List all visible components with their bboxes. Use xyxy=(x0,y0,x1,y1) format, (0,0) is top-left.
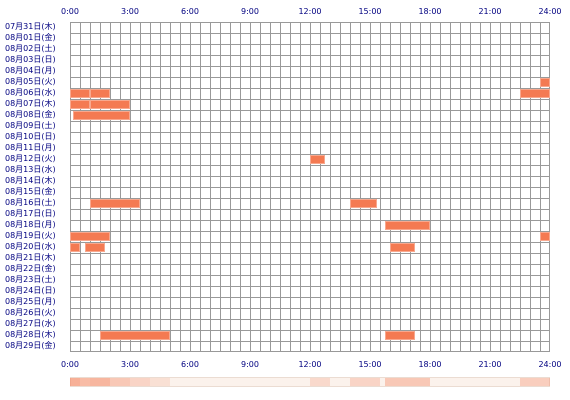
day-label: 08月14日(木) xyxy=(5,176,56,185)
activity-block xyxy=(390,243,415,252)
activity-block xyxy=(70,232,110,241)
bottom-hour-label: 6:00 xyxy=(181,360,199,369)
activity-block xyxy=(90,199,140,208)
activity-block xyxy=(70,100,90,109)
bottom-hour-label: 12:00 xyxy=(298,360,322,369)
day-label: 08月29日(金) xyxy=(5,341,56,350)
day-label: 08月17日(日) xyxy=(5,209,56,218)
top-hour-label: 15:00 xyxy=(358,7,382,16)
summary-heat-cell xyxy=(80,378,90,386)
activity-block xyxy=(310,155,325,164)
day-label: 08月18日(月) xyxy=(5,220,56,229)
day-label: 08月27日(水) xyxy=(5,319,56,328)
activity-block xyxy=(90,89,110,98)
day-label: 08月22日(金) xyxy=(5,264,56,273)
activity-block xyxy=(100,331,170,340)
summary-heat-cell xyxy=(150,378,170,386)
activity-block xyxy=(385,221,430,230)
day-label: 08月01日(金) xyxy=(5,33,56,42)
activity-block xyxy=(90,100,130,109)
bottom-hour-label: 18:00 xyxy=(418,360,442,369)
activity-grid xyxy=(70,22,550,352)
day-label: 08月12日(火) xyxy=(5,154,56,163)
top-hour-label: 12:00 xyxy=(298,7,322,16)
day-label: 08月07日(木) xyxy=(5,99,56,108)
activity-block xyxy=(540,78,550,87)
bottom-hour-label: 0:00 xyxy=(61,360,79,369)
day-label: 08月13日(水) xyxy=(5,165,56,174)
activity-block xyxy=(540,232,550,241)
activity-block xyxy=(350,199,377,208)
top-hour-label: 3:00 xyxy=(121,7,139,16)
top-hour-label: 21:00 xyxy=(478,7,502,16)
day-label: 08月20日(水) xyxy=(5,242,56,251)
day-label: 08月10日(日) xyxy=(5,132,56,141)
activity-block xyxy=(70,243,80,252)
summary-heat-cell xyxy=(70,378,80,386)
day-label: 08月26日(火) xyxy=(5,308,56,317)
bottom-hour-label: 15:00 xyxy=(358,360,382,369)
bottom-hour-label: 3:00 xyxy=(121,360,139,369)
day-label: 08月21日(木) xyxy=(5,253,56,262)
activity-block xyxy=(520,89,550,98)
summary-heat-cell xyxy=(350,378,380,386)
summary-heat-cell xyxy=(110,378,130,386)
top-hour-label: 24:00 xyxy=(538,7,562,16)
activity-block xyxy=(70,89,90,98)
summary-heat-cell xyxy=(520,378,550,386)
summary-heat-cell xyxy=(130,378,150,386)
top-hour-label: 0:00 xyxy=(61,7,79,16)
day-label: 08月16日(土) xyxy=(5,198,56,207)
day-label: 08月06日(水) xyxy=(5,88,56,97)
top-hour-label: 18:00 xyxy=(418,7,442,16)
day-label: 08月25日(月) xyxy=(5,297,56,306)
day-label: 08月09日(土) xyxy=(5,121,56,130)
day-label: 08月19日(火) xyxy=(5,231,56,240)
activity-block xyxy=(385,331,415,340)
summary-heat-cell xyxy=(385,378,430,386)
top-hour-label: 6:00 xyxy=(181,7,199,16)
day-label: 08月05日(火) xyxy=(5,77,56,86)
activity-block xyxy=(73,111,130,120)
activity-block xyxy=(85,243,105,252)
day-label: 08月15日(金) xyxy=(5,187,56,196)
bottom-hour-label: 9:00 xyxy=(241,360,259,369)
bottom-hour-label: 21:00 xyxy=(478,360,502,369)
day-label: 08月08日(金) xyxy=(5,110,56,119)
day-label: 08月23日(土) xyxy=(5,275,56,284)
day-label: 08月03日(日) xyxy=(5,55,56,64)
day-label: 08月28日(木) xyxy=(5,330,56,339)
day-label: 08月11日(月) xyxy=(5,143,56,152)
bottom-hour-label: 24:00 xyxy=(538,360,562,369)
summary-heat-cell xyxy=(90,378,110,386)
day-label: 07月31日(木) xyxy=(5,22,56,31)
hourly-summary-bar xyxy=(70,377,550,387)
top-hour-label: 9:00 xyxy=(241,7,259,16)
summary-heat-cell xyxy=(310,378,330,386)
day-label: 08月04日(月) xyxy=(5,66,56,75)
day-label: 08月02日(土) xyxy=(5,44,56,53)
day-label: 08月24日(日) xyxy=(5,286,56,295)
